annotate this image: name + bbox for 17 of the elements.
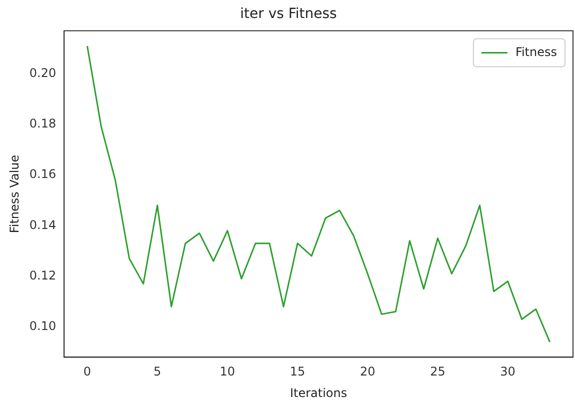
x-tick-label: 0 [83, 364, 92, 379]
y-tick-label: 0.10 [29, 318, 56, 333]
chart-title: iter vs Fitness [240, 6, 337, 22]
x-tick-label: 30 [500, 364, 516, 379]
y-tick-label: 0.16 [29, 167, 56, 182]
x-axis-title: Iterations [290, 386, 348, 400]
y-axis-title: Fitness Value [7, 154, 22, 234]
x-tick-label: 5 [154, 364, 162, 379]
x-tick-label: 10 [220, 364, 236, 379]
y-tick-label: 0.12 [29, 268, 56, 282]
y-tick-label: 0.14 [29, 218, 56, 232]
y-tick-label: 0.20 [29, 66, 56, 80]
x-tick-label: 15 [290, 364, 306, 379]
x-tick-label: 20 [360, 364, 376, 379]
legend-label: Fitness [515, 44, 557, 59]
y-tick-label: 0.18 [29, 116, 56, 131]
x-tick-label: 25 [430, 364, 446, 379]
